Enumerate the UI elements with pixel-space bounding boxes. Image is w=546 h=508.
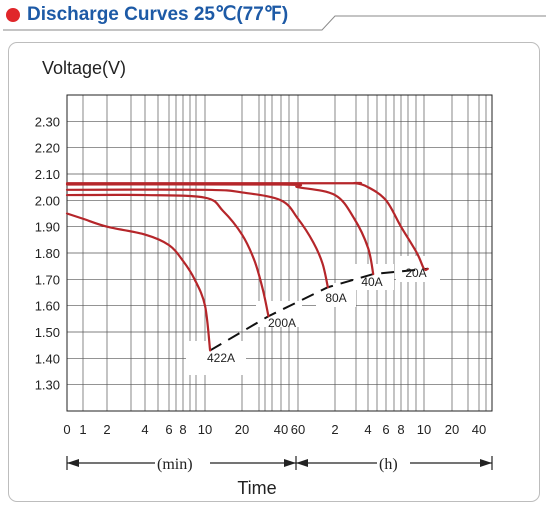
y-tick-label: 2.30 <box>35 114 60 129</box>
y-tick-label: 1.60 <box>35 299 60 314</box>
time-axis-indicator: (min) (h) <box>66 456 493 473</box>
right-arrow-icon <box>480 459 492 467</box>
discharge-curve-line <box>65 181 429 272</box>
bullet-dot-icon <box>6 8 20 22</box>
y-tick-label: 2.10 <box>35 167 60 182</box>
x-tick-label: 4 <box>364 422 371 437</box>
y-tick-label: 2.20 <box>35 141 60 156</box>
curve-label: 20A <box>405 266 426 280</box>
x-tick-label: 20 <box>445 422 459 437</box>
curve-end-masks <box>186 256 440 375</box>
right-arrow-icon <box>284 459 296 467</box>
x-tick-labels: 0 1 2 4 6 8 10 20 40 60 2 4 6 8 10 20 40 <box>63 422 486 437</box>
x-tick-label: 6 <box>165 422 172 437</box>
x-tick-label: 8 <box>179 422 186 437</box>
y-tick-label: 1.70 <box>35 272 60 287</box>
x-unit-h: (h) <box>379 456 398 473</box>
x-tick-label: 20 <box>235 422 249 437</box>
y-tick-label: 1.50 <box>35 325 60 340</box>
curve-end-mask <box>396 256 440 282</box>
header-underline <box>3 15 546 31</box>
curve-label: 80A <box>325 291 346 305</box>
x-tick-label: 40 <box>472 422 486 437</box>
curve-label: 200A <box>268 316 296 330</box>
x-tick-label: 6 <box>382 422 389 437</box>
x-tick-label: 2 <box>331 422 338 437</box>
chart-panel <box>8 42 540 502</box>
plot-frame <box>66 94 493 412</box>
x-tick-label: 1 <box>79 422 86 437</box>
left-arrow-icon <box>296 459 308 467</box>
x-unit-min: (min) <box>157 456 193 473</box>
curve-end-mask <box>316 283 356 307</box>
discharge-curve-line <box>65 183 375 276</box>
x-tick-label: 4 <box>141 422 148 437</box>
curve-label: 40A <box>361 275 382 289</box>
chart-title: Discharge Curves 25℃(77℉) <box>27 4 289 25</box>
discharge-curves <box>65 181 429 352</box>
discharge-curve-line <box>65 212 212 352</box>
cutoff-dashed-line <box>209 267 428 352</box>
curve-label: 422A <box>207 351 235 365</box>
x-tick-label: 8 <box>397 422 404 437</box>
left-arrow-icon <box>67 459 79 467</box>
x-axis-label: Time <box>237 478 276 498</box>
x-tick-label: 0 <box>63 422 70 437</box>
y-tick-label: 1.30 <box>35 378 60 393</box>
y-tick-label: 1.80 <box>35 246 60 261</box>
x-tick-label: 10 <box>417 422 431 437</box>
y-tick-labels: 2.30 2.20 2.10 2.00 1.90 1.80 1.70 1.60 1.50 1.40… <box>35 114 60 392</box>
curve-labels: 422A 200A 80A 40A 20A <box>207 266 427 365</box>
chart-grid <box>67 95 492 412</box>
curve-end-mask <box>256 301 302 327</box>
y-tick-label: 1.90 <box>35 220 60 235</box>
discharge-curve-line <box>65 193 270 318</box>
chart-header: Discharge Curves 25℃(77℉) <box>0 0 546 36</box>
cutoff-line <box>209 267 428 352</box>
y-axis-label: Voltage(V) <box>42 58 126 78</box>
x-tick-label: 60 <box>291 422 305 437</box>
x-tick-label: 40 <box>274 422 288 437</box>
y-tick-label: 1.40 <box>35 351 60 366</box>
discharge-curve-line <box>65 188 329 289</box>
y-tick-label: 2.00 <box>35 193 60 208</box>
x-tick-label: 2 <box>103 422 110 437</box>
x-tick-label: 10 <box>198 422 212 437</box>
